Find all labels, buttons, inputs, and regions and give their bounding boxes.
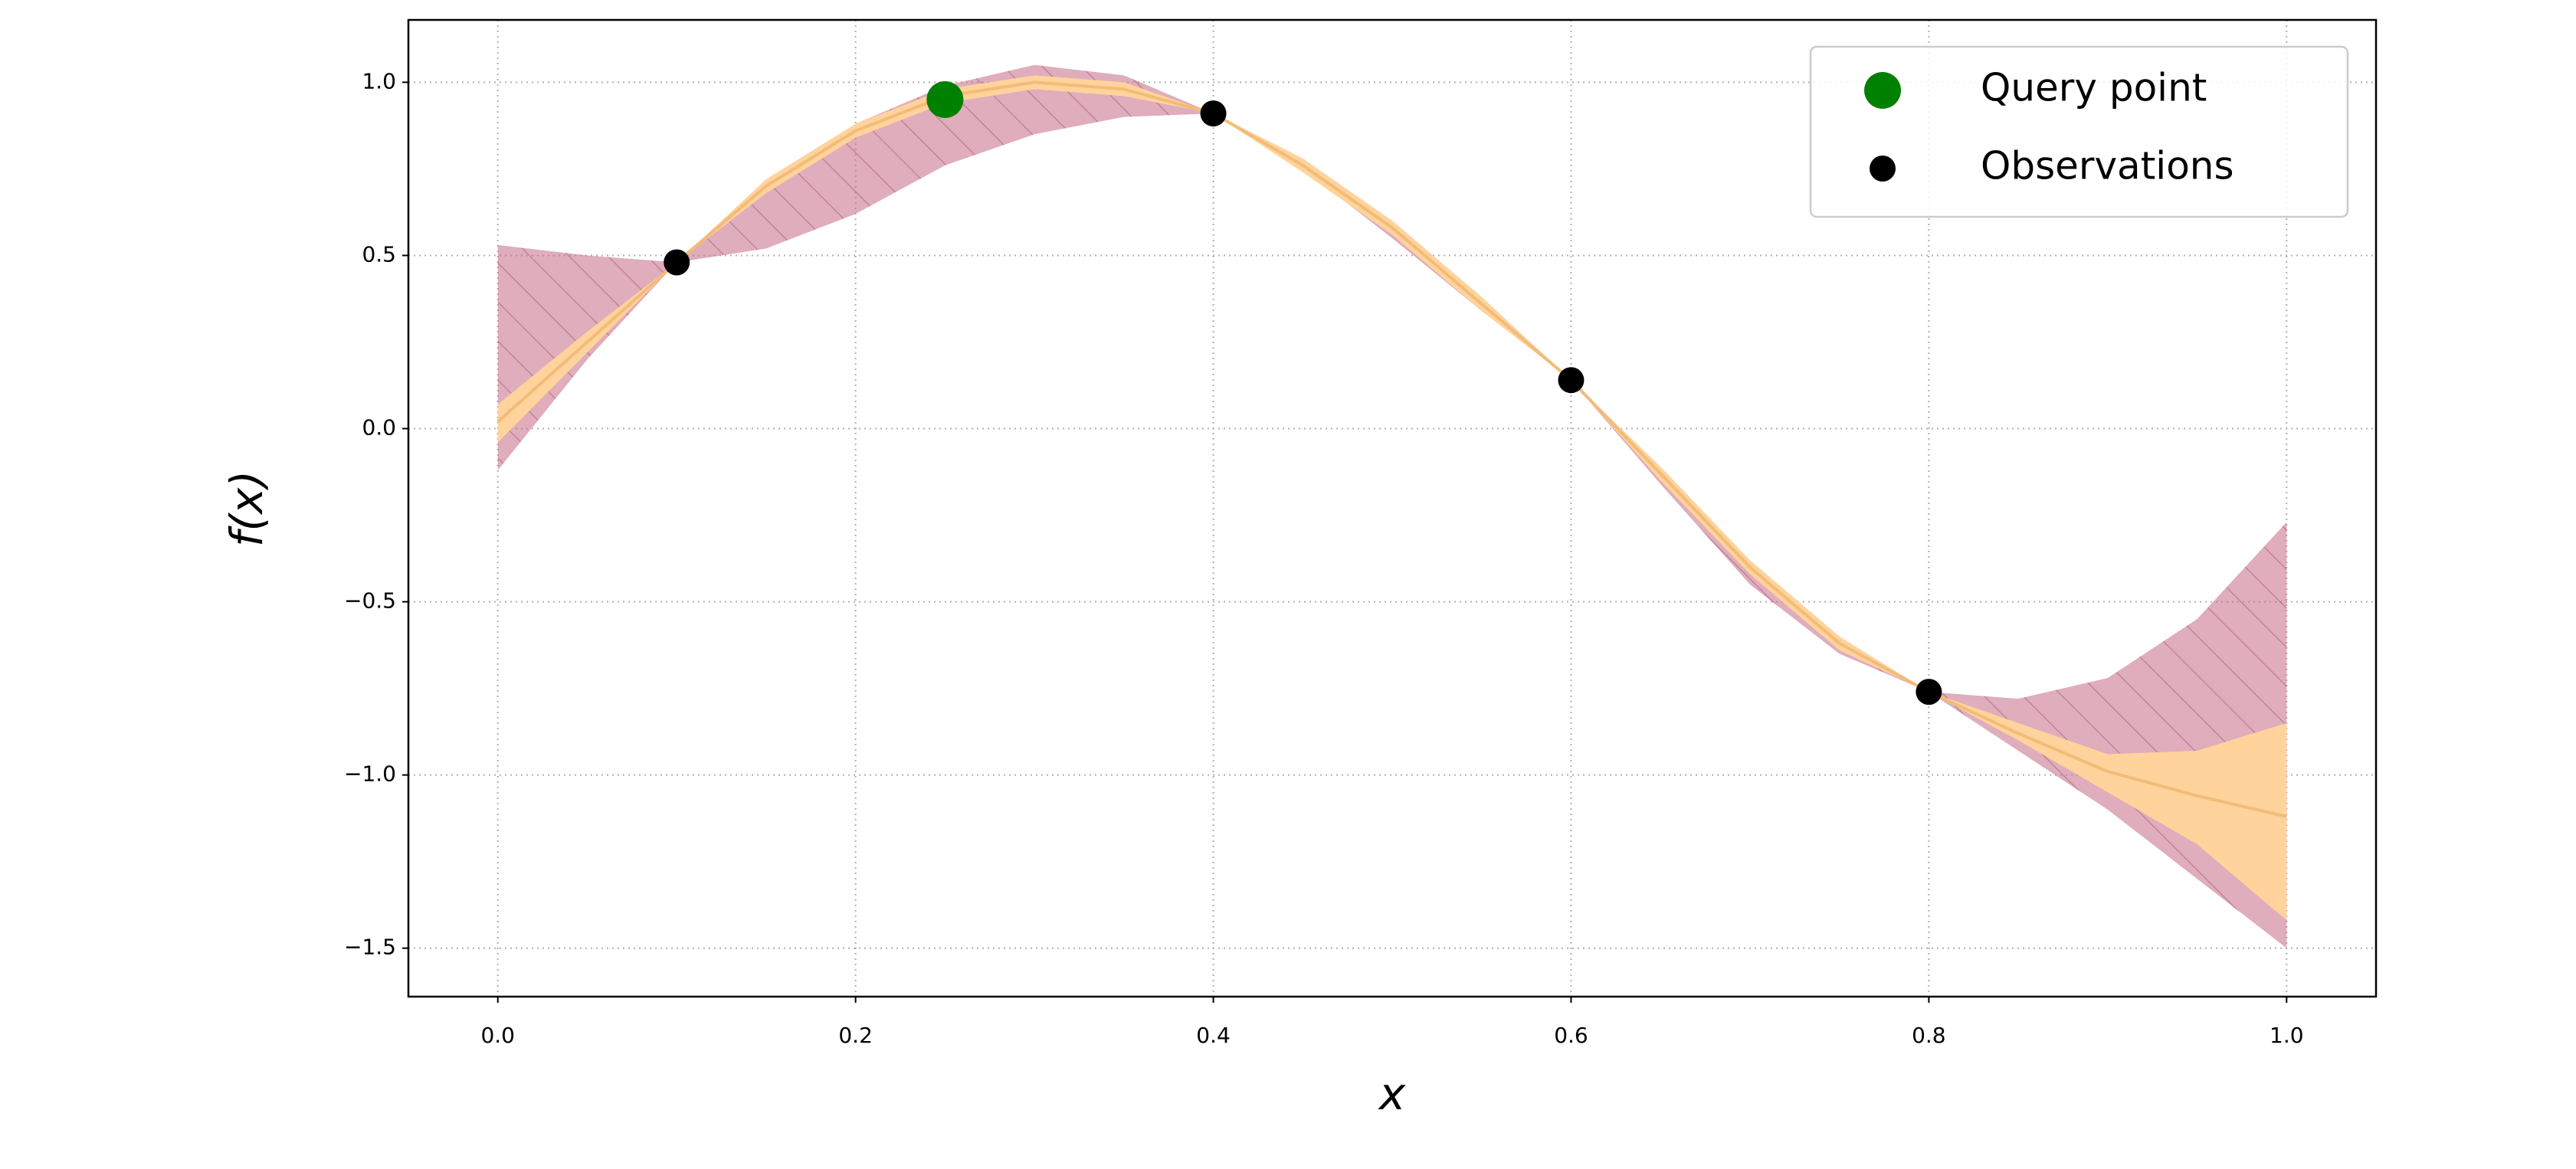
y-tick-label: −1.0 — [344, 761, 396, 787]
legend-label: Query point — [1981, 66, 2207, 110]
legend-box — [1809, 45, 2349, 218]
legend-marker — [1864, 72, 1901, 109]
legend-label: Observations — [1981, 144, 2234, 188]
y-tick-label: 0.0 — [362, 415, 396, 440]
point — [1200, 100, 1227, 127]
x-tick-label: 0.2 — [838, 1023, 873, 1048]
legend-marker — [1870, 156, 1896, 182]
x-tick-label: 0.0 — [480, 1023, 515, 1048]
x-tick-label: 1.0 — [2270, 1023, 2304, 1048]
x-tick-label: 0.8 — [1912, 1023, 1946, 1048]
y-tick-label: 1.0 — [362, 68, 396, 93]
y-axis-label: f(x) — [221, 470, 273, 547]
y-tick-label: −1.5 — [344, 935, 396, 960]
x-tick-label: 0.4 — [1196, 1023, 1231, 1048]
y-tick-label: 0.5 — [362, 241, 396, 267]
y-tick-label: −0.5 — [344, 588, 396, 614]
point — [1558, 367, 1585, 394]
point — [1916, 679, 1942, 706]
point — [926, 80, 964, 118]
plot-frame — [407, 18, 2378, 998]
x-axis-label: x — [1378, 1068, 1406, 1120]
point — [664, 249, 690, 276]
legend: Query point Observations — [1809, 45, 2349, 218]
x-tick-label: 0.6 — [1554, 1023, 1588, 1048]
mean-line — [497, 80, 2287, 818]
